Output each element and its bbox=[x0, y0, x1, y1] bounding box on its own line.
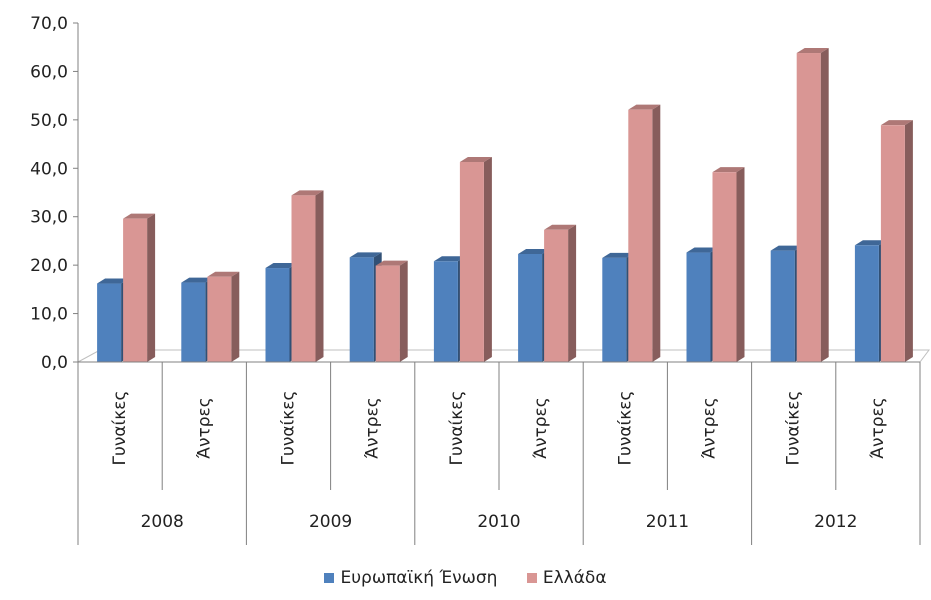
bar-top bbox=[880, 120, 913, 126]
bar-top bbox=[854, 240, 887, 246]
x-sub-label: Άντρες bbox=[868, 397, 888, 458]
bar-side bbox=[315, 190, 324, 362]
y-tick-label: 60,0 bbox=[30, 62, 68, 82]
bar bbox=[628, 109, 653, 363]
bar bbox=[796, 53, 821, 362]
legend-swatch-greece bbox=[526, 573, 537, 583]
bar-top bbox=[207, 271, 240, 277]
bar-side bbox=[231, 271, 240, 362]
bar-top bbox=[123, 213, 156, 219]
bar-top bbox=[628, 104, 661, 110]
bar-side bbox=[483, 156, 492, 362]
bar bbox=[123, 218, 148, 362]
y-tick-label: 20,0 bbox=[30, 256, 68, 276]
x-sub-label: Γυναίκες bbox=[110, 391, 130, 466]
x-sub-label: Άντρες bbox=[363, 397, 383, 458]
legend-item-greece: Ελλάδα bbox=[526, 568, 607, 588]
x-sub-label: Γυναίκες bbox=[615, 391, 635, 466]
bar-side bbox=[399, 260, 408, 362]
bar bbox=[459, 161, 484, 362]
x-sub-label: Γυναίκες bbox=[279, 391, 299, 466]
bar bbox=[97, 283, 122, 362]
x-group-label: 2008 bbox=[141, 512, 184, 532]
bar-top bbox=[459, 156, 492, 162]
bar bbox=[602, 257, 627, 362]
bar bbox=[291, 195, 316, 362]
x-sub-label: Άντρες bbox=[531, 397, 551, 458]
x-group-label: 2009 bbox=[309, 512, 352, 532]
bar bbox=[544, 229, 569, 362]
bar bbox=[712, 172, 737, 362]
bar bbox=[686, 252, 711, 362]
x-sub-label: Άντρες bbox=[700, 397, 720, 458]
x-sub-label: Γυναίκες bbox=[784, 391, 804, 466]
bar bbox=[207, 276, 232, 362]
bar bbox=[854, 245, 879, 362]
legend-swatch-eu bbox=[324, 573, 335, 583]
x-group-label: 2012 bbox=[814, 512, 857, 532]
bar-top bbox=[291, 190, 324, 196]
legend: Ευρωπαϊκή Ένωση Ελλάδα bbox=[0, 568, 931, 588]
bar bbox=[181, 282, 206, 362]
bar-side bbox=[736, 167, 745, 362]
bar-top bbox=[770, 245, 803, 251]
bar-top bbox=[181, 277, 214, 283]
y-tick-label: 40,0 bbox=[30, 159, 68, 179]
bar-side bbox=[147, 213, 156, 362]
bar bbox=[375, 265, 400, 362]
bar-top bbox=[712, 167, 745, 173]
legend-item-eu: Ευρωπαϊκή Ένωση bbox=[324, 568, 497, 588]
x-sub-label: Άντρες bbox=[194, 397, 214, 458]
bar-side bbox=[652, 104, 661, 363]
bar-side bbox=[904, 120, 913, 362]
y-tick-label: 70,0 bbox=[30, 14, 68, 34]
bar-side bbox=[820, 48, 829, 362]
bar-top bbox=[97, 278, 130, 284]
y-tick-label: 30,0 bbox=[30, 208, 68, 228]
y-tick-label: 0,0 bbox=[41, 353, 68, 373]
bar bbox=[880, 125, 905, 362]
bar bbox=[518, 254, 543, 362]
bar-top bbox=[375, 260, 408, 266]
bar-top bbox=[686, 247, 719, 253]
bar bbox=[770, 250, 795, 362]
legend-label-eu: Ευρωπαϊκή Ένωση bbox=[340, 568, 498, 588]
bar bbox=[265, 268, 290, 362]
bar-side bbox=[568, 224, 577, 362]
bar-top bbox=[602, 252, 635, 258]
y-tick-label: 10,0 bbox=[30, 305, 68, 325]
bar-top bbox=[518, 249, 551, 255]
x-group-label: 2010 bbox=[477, 512, 520, 532]
bar-top bbox=[265, 263, 298, 269]
bar bbox=[433, 261, 458, 362]
legend-label-greece: Ελλάδα bbox=[542, 568, 607, 588]
bar-top bbox=[796, 48, 829, 54]
bar-top bbox=[544, 224, 577, 230]
bar-top bbox=[349, 252, 382, 258]
x-sub-label: Γυναίκες bbox=[447, 391, 467, 466]
bar bbox=[349, 257, 374, 362]
y-tick-label: 50,0 bbox=[30, 111, 68, 131]
bar-top bbox=[433, 256, 466, 262]
x-group-label: 2011 bbox=[646, 512, 689, 532]
